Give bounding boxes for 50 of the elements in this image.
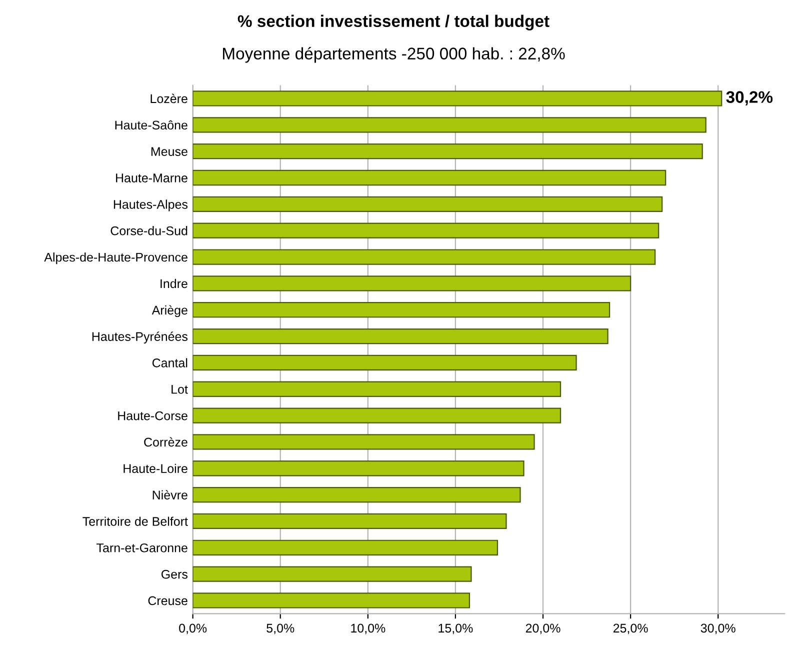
bar — [192, 381, 562, 397]
bar — [192, 144, 703, 160]
bar — [192, 354, 577, 371]
y-tick-label: Corse-du-Sud — [110, 226, 188, 236]
bar — [192, 540, 498, 556]
y-tick-label: Lot — [172, 385, 188, 394]
y-tick-label: Meuse — [151, 147, 188, 156]
bar — [192, 513, 507, 530]
y-tick-label: Corrèze — [144, 437, 188, 447]
bar — [192, 117, 706, 133]
y-tick-label: Haute-Marne — [116, 174, 188, 182]
x-tick-label: 15,0% — [438, 624, 473, 634]
y-tick-label: Haute-Loire — [124, 464, 188, 474]
bar — [192, 460, 524, 476]
bar — [192, 249, 656, 265]
bar — [192, 486, 521, 503]
bar — [192, 328, 608, 344]
x-tick-label: 10,0% — [351, 624, 386, 634]
chart-subtitle: Moyenne départements -250 000 hab. : 22,8% — [223, 47, 565, 63]
bar — [192, 434, 535, 450]
bar — [192, 408, 562, 424]
x-tick-label: 25,0% — [613, 624, 648, 634]
y-tick-label: Creuse — [148, 596, 188, 606]
bar — [192, 592, 470, 608]
y-tick-label: Alpes-de-Haute-Provence — [44, 252, 188, 264]
y-tick-label: Haute-Saône — [115, 120, 188, 130]
bar — [192, 222, 660, 238]
y-tick-label: Tarn-et-Garonne — [96, 543, 188, 552]
x-tick-label: 0,0% — [179, 624, 207, 634]
x-tick-label: 30,0% — [700, 624, 736, 634]
y-tick-label: Territoire de Belfort — [82, 516, 188, 526]
chart-title: % section investissement / total budget — [238, 14, 550, 30]
y-tick-label: Indre — [160, 278, 188, 288]
bar — [192, 196, 663, 212]
y-tick-label: Gers — [161, 570, 188, 579]
x-tick-label: 20,0% — [526, 624, 560, 634]
bar — [192, 566, 472, 582]
y-tick-label: Nièvre — [152, 490, 188, 500]
data-label: 30,2% — [726, 91, 773, 106]
bar — [192, 170, 666, 186]
y-tick-label: Lozère — [150, 94, 188, 104]
x-tick-label: 5,0% — [266, 624, 294, 634]
y-tick-label: Cantal — [152, 358, 188, 368]
bar — [192, 90, 722, 106]
bar — [192, 276, 632, 292]
y-tick-label: Haute-Corse — [118, 411, 188, 420]
y-tick-label: Ariège — [152, 305, 188, 318]
y-tick-label: Hautes-Alpes — [114, 200, 188, 212]
y-tick-label: Hautes-Pyrénées — [92, 332, 188, 344]
bar — [192, 302, 610, 318]
